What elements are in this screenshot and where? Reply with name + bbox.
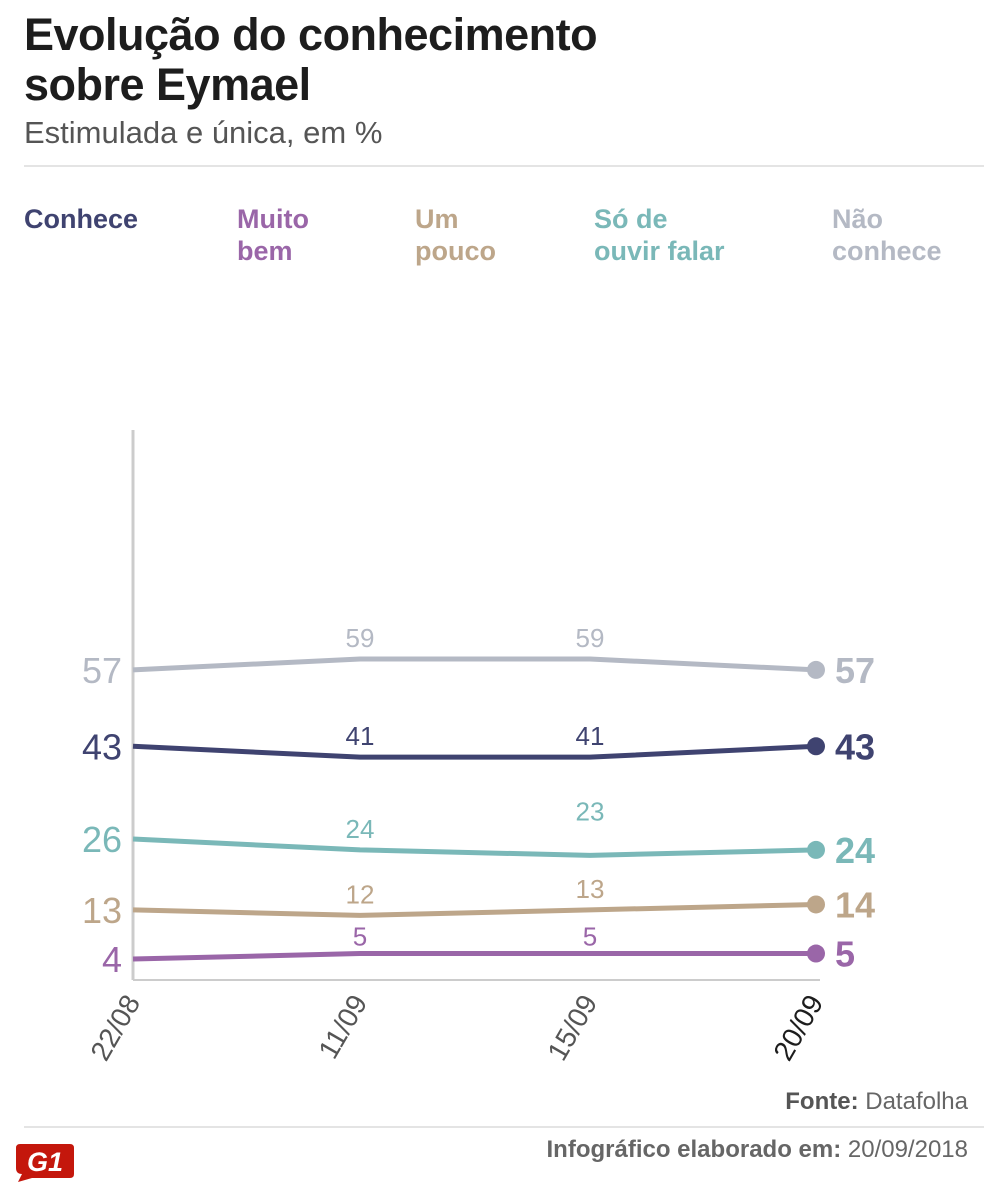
g1-logo-text: G1 <box>27 1147 63 1177</box>
end-point-nao_conhece <box>807 660 825 679</box>
start-value-label: 43 <box>82 726 122 767</box>
line-chart: 22/08 11/09 15/09 20/09 57 59 59 57 43 41 41 43 26 24… <box>82 430 875 1066</box>
legend-um-pouco: Um pouco <box>415 203 496 267</box>
end-point-conhece <box>807 737 825 756</box>
series-line-so_ouvir <box>132 836 817 858</box>
legend-so-de-ouvir-falar: Só de ouvir falar <box>594 203 725 267</box>
g1-logo: G1 <box>16 1144 74 1182</box>
end-value-label: 57 <box>835 650 875 691</box>
end-value-label: 14 <box>835 884 875 925</box>
series-line-um_pouco <box>132 901 817 918</box>
point-value-label: 5 <box>353 922 367 952</box>
start-value-label: 13 <box>82 890 122 931</box>
legend-um-pouco-line1: Um <box>415 204 459 234</box>
end-point-muito_bem <box>807 944 825 963</box>
point-value-label: 41 <box>346 721 375 751</box>
start-value-label: 26 <box>82 819 122 860</box>
legend-so-ouvir-line1: Só de <box>594 204 668 234</box>
source-label: Fonte: <box>785 1088 859 1115</box>
series-line-muito_bem <box>132 951 816 962</box>
x-tick-label: 20/09 <box>767 990 829 1066</box>
source-credit: Fonte: Datafolha <box>785 1088 968 1116</box>
made-on-note: Infográfico elaborado em: 20/09/2018 <box>547 1136 969 1164</box>
series-line-conhece <box>132 743 817 760</box>
point-value-label: 13 <box>576 874 605 904</box>
point-value-label: 12 <box>346 879 375 909</box>
x-tick-label: 15/09 <box>541 990 603 1066</box>
legend-nao-conhece-line2: conhece <box>832 236 942 266</box>
end-value-label: 43 <box>835 726 875 767</box>
legend-muito-bem-line2: bem <box>237 236 293 266</box>
end-point-so_ouvir <box>807 840 825 859</box>
made-value: 20/09/2018 <box>847 1136 968 1163</box>
legend-nao-conhece-line1: Não <box>832 204 884 234</box>
x-tick-label: 11/09 <box>312 990 373 1064</box>
title-line-1: Evolução do conhecimento <box>24 9 598 60</box>
legend-nao-conhece: Não conhece <box>832 203 942 267</box>
title-line-2: sobre Eymael <box>24 59 311 110</box>
series-line-nao_conhece <box>132 656 817 673</box>
legend-um-pouco-line2: pouco <box>415 236 496 266</box>
legend-conhece-line1: Conhece <box>24 204 139 234</box>
point-value-label: 41 <box>576 721 605 751</box>
legend-conhece: Conhece <box>24 203 138 235</box>
end-value-label: 24 <box>835 830 875 871</box>
source-value: Datafolha <box>865 1088 968 1115</box>
header-divider <box>24 165 984 167</box>
point-value-label: 5 <box>583 922 597 952</box>
start-value-label: 57 <box>82 650 122 691</box>
end-point-um_pouco <box>807 895 825 914</box>
legend-muito-bem: Muito bem <box>237 203 309 267</box>
legend-so-ouvir-line2: ouvir falar <box>594 236 725 266</box>
chart-subtitle: Estimulada e única, em % <box>24 115 383 150</box>
point-value-label: 23 <box>576 796 605 826</box>
point-value-label: 59 <box>346 623 375 653</box>
made-label: Infográfico elaborado em: <box>546 1136 842 1163</box>
start-value-label: 4 <box>102 939 122 980</box>
legend-muito-bem-line1: Muito <box>237 204 309 234</box>
x-tick-label: 22/08 <box>84 990 146 1066</box>
point-value-label: 24 <box>346 814 375 844</box>
chart-title: Evolução do conhecimento sobre Eymael <box>24 9 598 110</box>
point-value-label: 59 <box>576 623 605 653</box>
end-value-label: 5 <box>835 934 855 975</box>
footer-divider <box>24 1126 984 1128</box>
